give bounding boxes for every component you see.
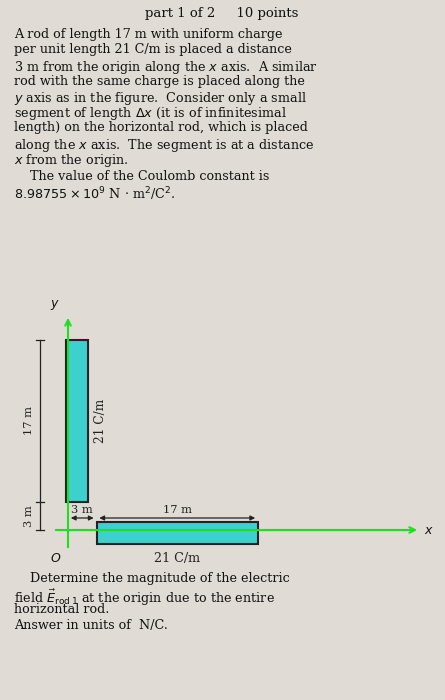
- Text: A rod of length 17 m with uniform charge: A rod of length 17 m with uniform charge: [14, 28, 283, 41]
- Text: rod with the same charge is placed along the: rod with the same charge is placed along…: [14, 74, 305, 88]
- Text: horizontal rod.: horizontal rod.: [14, 603, 109, 616]
- Text: Answer in units of  N/C.: Answer in units of N/C.: [14, 619, 168, 631]
- Bar: [66, 340, 88, 501]
- Text: per unit length 21 C/m is placed a distance: per unit length 21 C/m is placed a dista…: [14, 43, 292, 57]
- Text: $x$ from the origin.: $x$ from the origin.: [14, 152, 129, 169]
- Text: 3 m: 3 m: [24, 505, 34, 526]
- Text: 17 m: 17 m: [24, 406, 34, 435]
- Text: 21 C/m: 21 C/m: [154, 552, 200, 565]
- Text: 17 m: 17 m: [163, 505, 192, 515]
- Text: part 1 of 2     10 points: part 1 of 2 10 points: [146, 7, 299, 20]
- Text: The value of the Coulomb constant is: The value of the Coulomb constant is: [14, 169, 269, 183]
- Text: along the $x$ axis.  The segment is at a distance: along the $x$ axis. The segment is at a …: [14, 136, 314, 153]
- Text: $y$ axis as in the figure.  Consider only a small: $y$ axis as in the figure. Consider only…: [14, 90, 307, 107]
- Text: field $\vec{E}_{\mathrm{rod\,1}}$ at the origin due to the entire: field $\vec{E}_{\mathrm{rod\,1}}$ at the…: [14, 587, 275, 608]
- Text: Determine the magnitude of the electric: Determine the magnitude of the electric: [14, 572, 290, 585]
- Text: $O$: $O$: [50, 552, 62, 565]
- Text: $x$: $x$: [424, 524, 434, 536]
- Text: 3 m from the origin along the $x$ axis.  A similar: 3 m from the origin along the $x$ axis. …: [14, 59, 318, 76]
- Text: $y$: $y$: [50, 298, 60, 312]
- Text: 3 m: 3 m: [71, 505, 93, 515]
- Bar: [97, 522, 258, 544]
- Text: $8.98755 \times 10^9$ N $\cdot$ m$^2$/C$^2$.: $8.98755 \times 10^9$ N $\cdot$ m$^2$/C$…: [14, 185, 175, 202]
- Text: length) on the horizontal rod, which is placed: length) on the horizontal rod, which is …: [14, 121, 308, 134]
- Text: segment of length $\Delta x$ (it is of infinitesimal: segment of length $\Delta x$ (it is of i…: [14, 106, 287, 122]
- Text: 21 C/m: 21 C/m: [94, 398, 107, 443]
